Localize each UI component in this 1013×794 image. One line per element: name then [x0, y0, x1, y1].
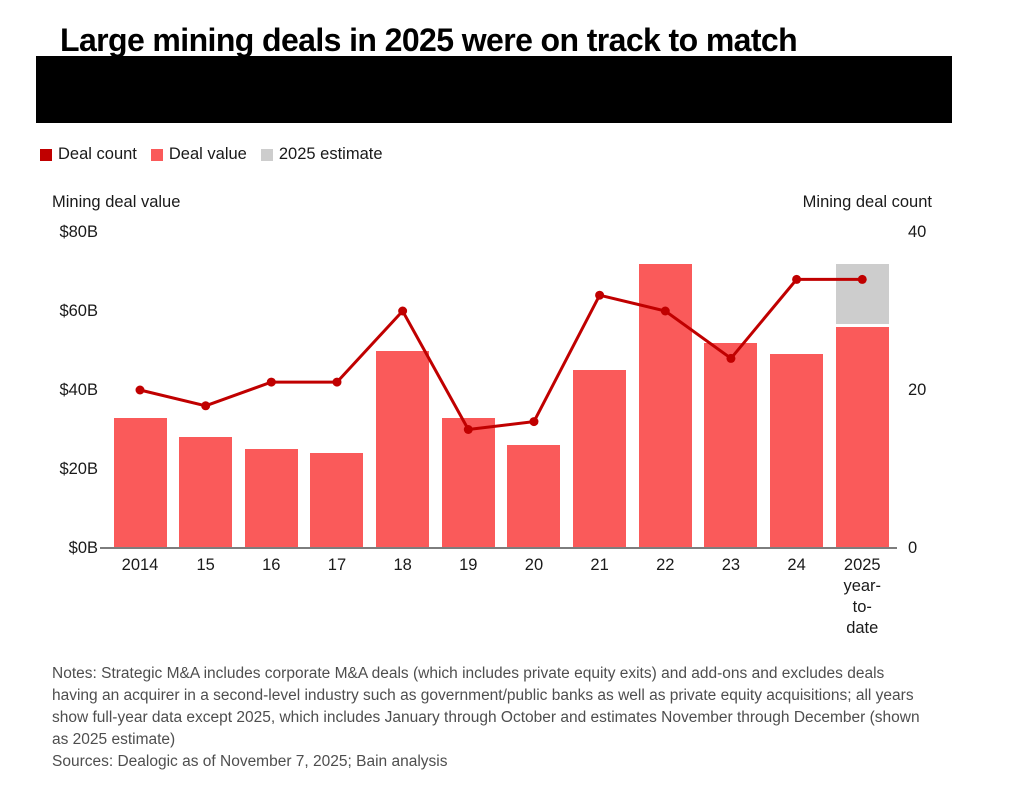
- x-axis-line: [100, 547, 897, 549]
- sources-text: Sources: Dealogic as of November 7, 2025…: [52, 753, 448, 770]
- bar-21: [573, 370, 627, 548]
- y-tick-label-left: $60B: [59, 302, 98, 320]
- bar-15: [179, 437, 233, 548]
- y-tick-label-left: $40B: [59, 381, 98, 399]
- x-tick-label: 15: [196, 556, 215, 574]
- redaction-bar: [36, 56, 952, 123]
- deal-count-swatch-icon: [40, 148, 52, 161]
- y-tick-label-left: $20B: [59, 460, 98, 478]
- x-tick-label: 24: [787, 556, 806, 574]
- y-tick-label-right: 0: [908, 539, 918, 557]
- deal-count-point: [135, 385, 145, 395]
- left-axis-title: Mining deal value: [52, 193, 181, 211]
- bar-24: [770, 354, 824, 548]
- y-tick-label-left: $80B: [59, 223, 98, 241]
- bar-23: [704, 342, 758, 548]
- x-tick-label: 20: [524, 556, 544, 574]
- legend-label: Deal count: [58, 145, 137, 163]
- x-tick-label: 2014: [121, 556, 159, 574]
- bar-22: [638, 263, 692, 548]
- deal-count-point: [398, 306, 408, 316]
- x-tick-label: 16: [262, 556, 281, 574]
- deal-count-point: [201, 401, 211, 411]
- x-tick-label: 22: [656, 556, 675, 574]
- legend: Deal count Deal value 2025 estimate: [40, 145, 383, 164]
- legend-item-deal-value: Deal value: [150, 145, 247, 164]
- x-tick-label: 18: [393, 556, 412, 574]
- deal-count-point: [595, 290, 605, 300]
- bar-18: [376, 350, 430, 548]
- deal-count-point: [266, 377, 276, 387]
- y-tick-label-left: $0B: [68, 539, 98, 557]
- legend-item-2025-estimate: 2025 estimate: [260, 145, 383, 164]
- chart-title: Large mining deals in 2025 were on track…: [60, 22, 798, 58]
- notes-text: Notes: Strategic M&A includes corporate …: [52, 665, 920, 748]
- x-tick-label: 21: [590, 556, 609, 574]
- bar-2025-year-to-date: [835, 326, 889, 548]
- y-tick-label-right: 40: [908, 223, 927, 241]
- bar-19: [441, 417, 495, 548]
- bar-20: [507, 445, 561, 548]
- x-tick-label: 2025 year- to- date: [843, 556, 882, 637]
- deal-count-point: [529, 417, 539, 427]
- deal-count-point: [792, 274, 802, 284]
- estimate-swatch-icon: [260, 148, 273, 161]
- legend-label: Deal value: [168, 145, 247, 163]
- x-tick-label: 17: [327, 556, 347, 574]
- legend-item-deal-count: Deal count: [40, 145, 137, 164]
- x-tick-label: 23: [721, 556, 741, 574]
- bar-17: [310, 453, 364, 548]
- deal-value-swatch-icon: [150, 148, 163, 161]
- x-tick-label: 19: [459, 556, 478, 574]
- chart-footer: Notes: Strategic M&A includes corporate …: [52, 663, 920, 773]
- deal-count-point: [332, 377, 342, 387]
- bar-16: [244, 449, 298, 548]
- estimate-segment: [835, 263, 889, 324]
- right-axis-title: Mining deal count: [802, 193, 932, 211]
- y-tick-label-right: 20: [908, 381, 927, 399]
- legend-label: 2025 estimate: [278, 145, 383, 163]
- bar-2014: [113, 417, 167, 548]
